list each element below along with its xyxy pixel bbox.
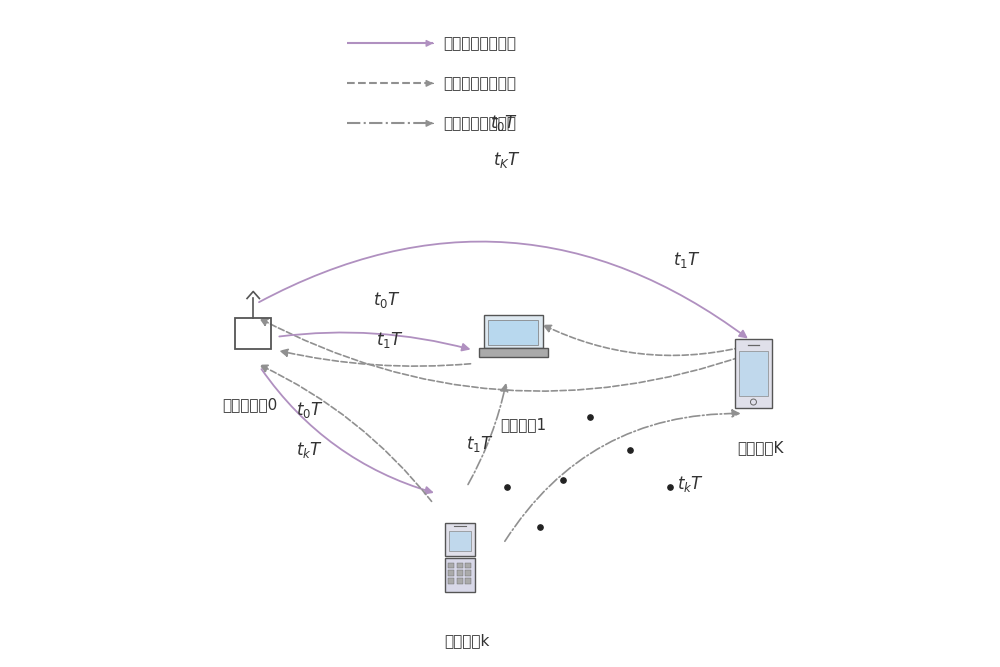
FancyArrowPatch shape bbox=[259, 241, 746, 338]
Text: $t_kT$: $t_kT$ bbox=[296, 440, 323, 460]
Text: 用户节点1: 用户节点1 bbox=[500, 417, 546, 432]
Bar bbox=[488, 320, 538, 345]
FancyArrowPatch shape bbox=[505, 410, 739, 541]
Bar bbox=[449, 531, 471, 552]
FancyArrowPatch shape bbox=[261, 366, 432, 502]
Text: $t_kT$: $t_kT$ bbox=[677, 474, 704, 494]
Bar bbox=[457, 562, 463, 568]
Bar bbox=[448, 578, 454, 584]
Bar bbox=[739, 351, 768, 396]
Bar bbox=[457, 570, 463, 576]
Text: $t_1T$: $t_1T$ bbox=[466, 434, 494, 454]
Text: $t_1T$: $t_1T$ bbox=[673, 250, 701, 270]
Bar bbox=[235, 318, 271, 349]
Text: $t_0T$: $t_0T$ bbox=[490, 113, 517, 133]
Bar bbox=[457, 578, 463, 584]
Text: $t_0T$: $t_0T$ bbox=[296, 400, 324, 420]
Text: 上行链路信息传输: 上行链路信息传输 bbox=[443, 76, 516, 91]
Bar bbox=[448, 562, 454, 568]
Bar bbox=[445, 558, 475, 592]
FancyArrowPatch shape bbox=[261, 369, 432, 494]
FancyArrowPatch shape bbox=[281, 350, 471, 366]
Bar bbox=[445, 524, 475, 556]
Text: 用户节点K: 用户节点K bbox=[737, 440, 783, 455]
Bar bbox=[735, 339, 772, 408]
Bar bbox=[479, 348, 548, 357]
FancyArrowPatch shape bbox=[261, 319, 748, 391]
FancyArrowPatch shape bbox=[544, 325, 741, 356]
FancyArrowPatch shape bbox=[279, 332, 469, 350]
Bar bbox=[465, 562, 471, 568]
Bar bbox=[465, 578, 471, 584]
Text: $t_1T$: $t_1T$ bbox=[376, 330, 404, 350]
Text: $t_0T$: $t_0T$ bbox=[373, 290, 400, 310]
Bar bbox=[448, 570, 454, 576]
Bar bbox=[465, 570, 471, 576]
Bar bbox=[484, 315, 543, 348]
FancyArrowPatch shape bbox=[468, 385, 508, 484]
Text: $t_KT$: $t_KT$ bbox=[493, 150, 521, 170]
Text: 下行链路能量传输: 下行链路能量传输 bbox=[443, 36, 516, 51]
Text: 用户节点k: 用户节点k bbox=[444, 634, 489, 648]
Text: 上行链路能量采集: 上行链路能量采集 bbox=[443, 116, 516, 131]
Text: 综合接入点0: 综合接入点0 bbox=[222, 397, 278, 412]
